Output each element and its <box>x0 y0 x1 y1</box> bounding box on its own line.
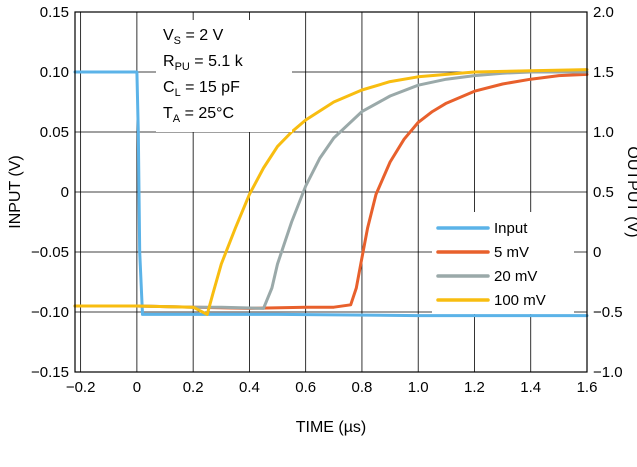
legend: Input 5 mV 20 mV 100 mV <box>432 212 574 314</box>
y-right-tick-label: 1.5 <box>593 64 614 81</box>
y-left-tick-label: −0.10 <box>31 304 69 321</box>
condition-line: RPU = 5.1 k <box>163 53 244 73</box>
x-tick-labels: −0.2 0 0.2 0.4 0.6 0.8 1.0 1.2 1.4 1.6 <box>66 379 598 396</box>
conditions-background <box>156 20 292 132</box>
x-tick-label: 0.2 <box>183 379 204 396</box>
series-group <box>73 68 589 318</box>
y-right-tick-label: −1.0 <box>593 364 623 381</box>
y-left-tick-label: 0.10 <box>40 64 69 81</box>
series-line-20-mv <box>73 70 589 310</box>
legend-label: 100 mV <box>494 292 546 309</box>
x-tick-label: −0.2 <box>66 379 96 396</box>
plot-frame <box>74 11 588 373</box>
series-line-input <box>73 70 589 318</box>
x-tick-label: 1.6 <box>577 379 598 396</box>
y-left-tick-label: −0.15 <box>31 364 69 381</box>
series-line-100-mv <box>73 68 589 316</box>
y-right-tick-label: −0.5 <box>593 304 623 321</box>
y-right-tick-label: 0.5 <box>593 184 614 201</box>
grid <box>75 11 588 373</box>
x-tick-label: 1.2 <box>464 379 485 396</box>
x-axis-title: TIME (µs) <box>296 419 367 436</box>
test-conditions: VS = 2 V RPU = 5.1 k CL = 15 pF TA = 25°C <box>156 20 292 132</box>
x-tick-label: 0 <box>133 379 141 396</box>
y-right-tick-label: 2.0 <box>593 4 614 21</box>
y-left-tick-label: 0 <box>61 184 69 201</box>
legend-label: 20 mV <box>494 268 537 285</box>
y-left-tick-labels: 0.15 0.10 0.05 0 −0.05 −0.10 −0.15 <box>31 4 69 381</box>
x-tick-label: 1.0 <box>408 379 429 396</box>
legend-label: Input <box>494 220 528 237</box>
legend-label: 5 mV <box>494 244 529 261</box>
y-left-tick-label: 0.05 <box>40 124 69 141</box>
x-tick-label: 0.4 <box>239 379 260 396</box>
y-right-axis-title: OUTPUT (V) <box>624 146 637 237</box>
y-left-tick-label: 0.15 <box>40 4 69 21</box>
y-right-tick-label: 0 <box>593 244 601 261</box>
y-left-tick-label: −0.05 <box>31 244 69 261</box>
x-tick-label: 1.4 <box>520 379 541 396</box>
x-tick-label: 0.6 <box>295 379 316 396</box>
condition-line: VS = 2 V <box>163 27 224 47</box>
y-left-axis-title: INPUT (V) <box>7 155 24 228</box>
y-right-tick-label: 1.0 <box>593 124 614 141</box>
x-tick-label: 0.8 <box>352 379 373 396</box>
condition-line: CL = 15 pF <box>163 79 240 99</box>
series-line-5-mv <box>73 72 589 310</box>
condition-line: TA = 25°C <box>163 105 234 125</box>
y-right-tick-labels: 2.0 1.5 1.0 0.5 0 −0.5 −1.0 <box>593 4 623 381</box>
